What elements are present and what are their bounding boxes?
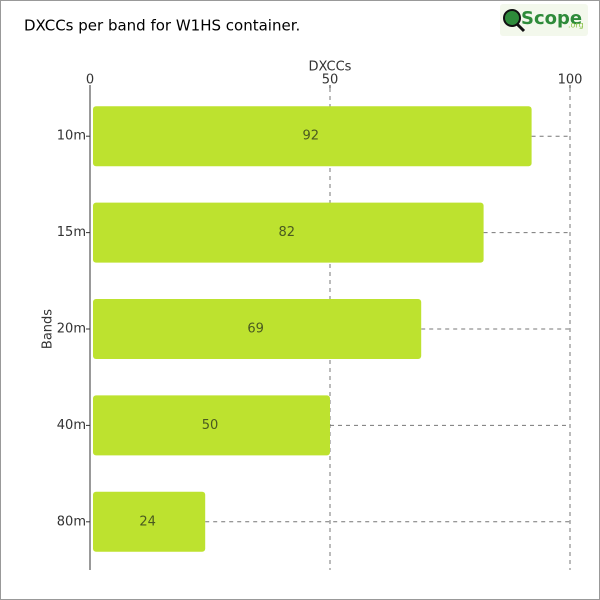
value-label: 50 [202,418,219,433]
y-tick-label: 20m [57,322,86,337]
value-label: 69 [247,322,264,337]
x-tick-label: 100 [558,73,583,88]
y-axis-label: Bands [41,309,56,349]
y-tick-label: 10m [57,129,86,144]
y-tick-label: 40m [57,418,86,433]
y-tick-label: 80m [57,514,86,529]
y-tick-label: 15m [57,225,86,240]
x-tick-label: 50 [322,73,339,88]
logo-suffix: .org [568,21,584,30]
value-label: 92 [303,129,320,144]
x-tick-label: 0 [86,73,94,88]
bar [93,491,206,552]
logo: Scope .org [500,4,588,36]
value-label: 82 [279,225,296,240]
value-label: 24 [139,514,156,529]
bar [93,202,484,263]
logo-icon-handle [515,22,526,33]
logo-icon [503,9,521,27]
bar [93,299,422,359]
bar [93,395,330,456]
bar [93,106,532,167]
logo-text: Scope [521,8,582,29]
x-axis-label: DXCCs [309,60,352,75]
chart-title: DXCCs per band for W1HS container. [24,17,300,35]
